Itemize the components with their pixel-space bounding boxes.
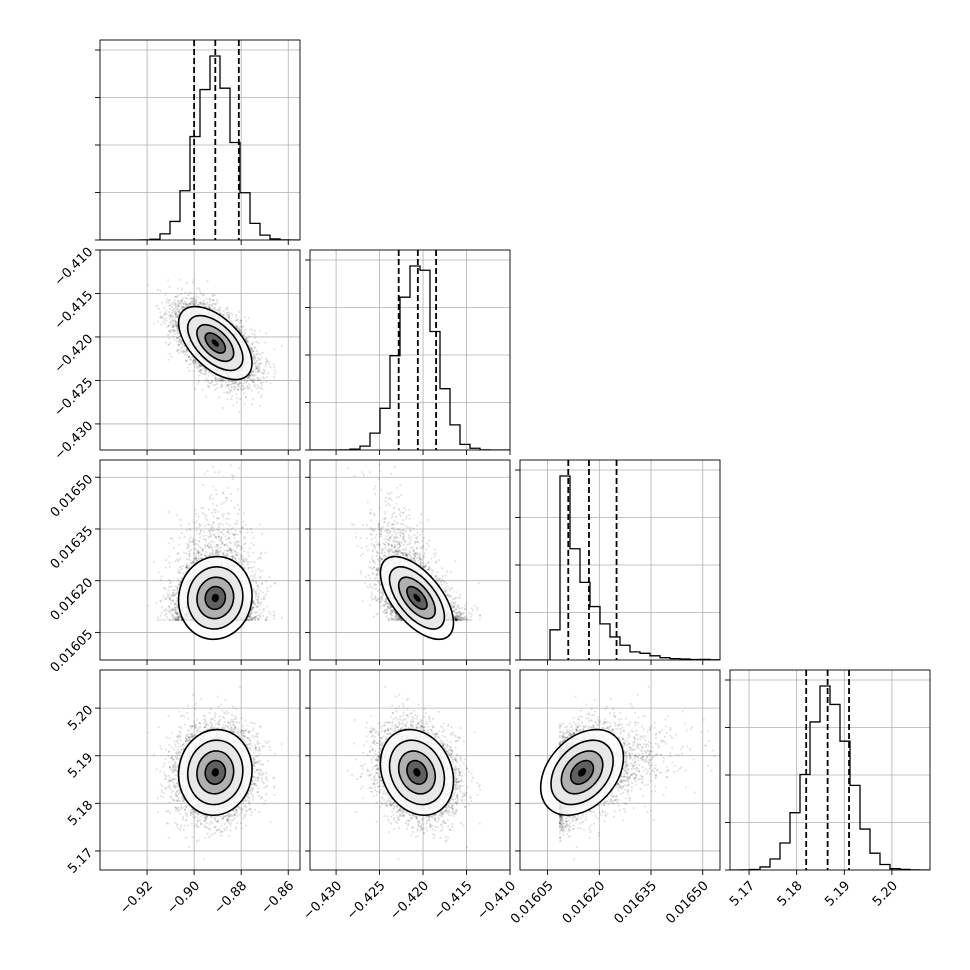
y-tick-label: 5.18 <box>65 798 96 829</box>
panel-3-3 <box>725 669 931 875</box>
histogram-2 <box>520 475 720 660</box>
panel-0-0 <box>95 39 301 245</box>
panel-frame <box>309 669 511 871</box>
y-tick-label: −0.420 <box>52 332 97 377</box>
x-tick-label: 5.18 <box>775 878 806 909</box>
density-contour <box>413 768 421 777</box>
x-tick-label: −0.88 <box>211 878 250 917</box>
density-contour <box>413 593 421 603</box>
panel-1-1 <box>305 249 511 455</box>
x-tick-label: −0.420 <box>387 878 432 923</box>
y-tick-label: 5.20 <box>65 703 96 734</box>
panel-0-2 <box>95 459 301 665</box>
panel-frame <box>309 459 511 661</box>
y-tick-label: 5.19 <box>65 750 96 781</box>
histogram-3 <box>730 685 930 870</box>
y-tick-label: 5.17 <box>65 846 96 877</box>
x-tick-label: −0.415 <box>431 878 476 923</box>
histogram-0 <box>100 55 300 240</box>
y-tick-label: 0.01605 <box>48 627 97 676</box>
y-tick-label: 0.01650 <box>48 472 97 521</box>
x-tick-label: −0.86 <box>259 878 298 917</box>
y-tick-label: 0.01620 <box>48 575 97 624</box>
panel-frame <box>99 669 301 871</box>
density-contour <box>577 768 587 777</box>
y-tick-label: 0.01635 <box>48 524 97 573</box>
panel-1-2 <box>305 459 511 665</box>
y-tick-label: −0.415 <box>52 288 97 333</box>
x-tick-label: 5.20 <box>870 878 901 909</box>
x-tick-label: −0.90 <box>164 878 203 917</box>
y-tick-label: −0.425 <box>52 375 97 420</box>
x-tick-label: 0.01635 <box>611 878 660 927</box>
panel-frame <box>519 669 721 871</box>
y-tick-label: −0.410 <box>52 245 97 290</box>
panel-0-1 <box>95 249 301 455</box>
x-tick-label: 0.01620 <box>560 878 609 927</box>
panel-frame <box>99 459 301 661</box>
histogram-1 <box>310 265 510 450</box>
x-tick-label: 5.19 <box>822 878 853 909</box>
panel-frame <box>99 39 301 241</box>
x-tick-label: −0.425 <box>344 878 389 923</box>
panel-frame <box>729 669 931 871</box>
density-contour <box>211 339 219 347</box>
x-tick-label: 5.17 <box>727 878 758 909</box>
x-tick-label: −0.92 <box>117 878 156 917</box>
panel-0-3 <box>95 669 301 875</box>
density-contour <box>211 768 219 777</box>
panel-2-3 <box>515 669 721 875</box>
panel-frame <box>519 459 721 661</box>
density-contour <box>211 593 219 603</box>
panel-1-3 <box>305 669 511 875</box>
panel-2-2 <box>515 459 721 665</box>
panel-frame <box>309 249 511 451</box>
x-tick-label: 0.01650 <box>663 878 712 927</box>
panel-frame <box>99 249 301 451</box>
x-tick-label: −0.430 <box>301 878 346 923</box>
y-tick-label: −0.430 <box>52 419 97 464</box>
